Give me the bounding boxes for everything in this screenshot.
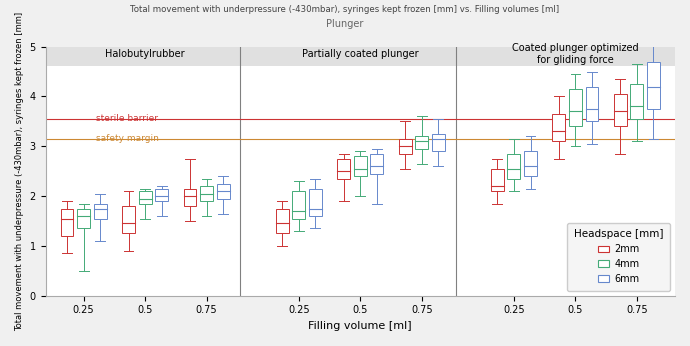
Bar [184,189,197,206]
Bar [553,114,565,141]
Bar [432,134,445,151]
Bar [46,47,675,66]
Bar [586,86,598,121]
Text: safety margin: safety margin [96,134,159,143]
Bar [371,154,384,174]
Text: Total movement with underpressure (-430mbar), syringes kept frozen [mm] vs. Fill: Total movement with underpressure (-430m… [130,5,560,14]
X-axis label: Filling volume [ml]: Filling volume [ml] [308,321,412,331]
Bar [94,203,107,219]
Bar [77,209,90,228]
Bar [293,191,305,219]
Bar [217,184,230,199]
Bar [276,209,288,234]
Bar [155,189,168,201]
Legend: 2mm, 4mm, 6mm: 2mm, 4mm, 6mm [567,223,670,291]
Bar [415,136,428,149]
Text: Coated plunger optimized
for gliding force: Coated plunger optimized for gliding for… [512,43,639,65]
Bar [309,189,322,216]
Bar [61,209,74,236]
Bar [139,191,152,203]
Bar [122,206,135,234]
Text: Partially coated plunger: Partially coated plunger [302,49,419,59]
Text: Halobutylrubber: Halobutylrubber [106,49,185,59]
Text: Plunger: Plunger [326,19,364,29]
Bar [614,94,627,126]
Bar [569,89,582,126]
Bar [524,151,537,176]
Y-axis label: Total movement with underpressure (-430mbar), syringes kept frozen [mm]: Total movement with underpressure (-430m… [15,12,24,331]
Bar [200,186,213,201]
Bar [507,154,520,179]
Bar [631,84,643,119]
Bar [399,139,412,154]
Bar [337,159,350,179]
Bar [491,169,504,191]
Bar [354,156,366,176]
Text: sterile barrier: sterile barrier [96,115,158,124]
Bar [647,62,660,109]
